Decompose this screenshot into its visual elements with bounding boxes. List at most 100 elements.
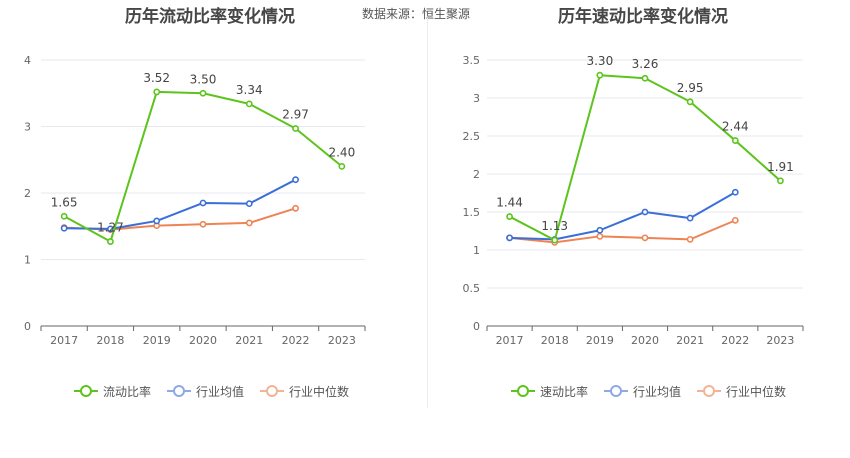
data-label: 1.91 [767, 160, 794, 174]
y-tick-label: 0.5 [463, 282, 481, 295]
data-point [731, 137, 739, 144]
data-point [506, 213, 513, 220]
legend-label: 行业中位数 [726, 384, 787, 399]
data-label: 3.50 [190, 72, 217, 86]
data-source-value: 恒生聚源 [422, 7, 471, 21]
x-tick-label: 2021 [676, 334, 704, 347]
data-point [777, 177, 784, 185]
data-point [596, 226, 604, 234]
data-point [199, 89, 207, 97]
x-tick-label: 2019 [143, 334, 171, 347]
current-ratio-chart: 0 1 2 3 4 2017 2018 2019 2020 2021 2022 2023 1.65 1.2… [24, 54, 366, 347]
series-line-2 [509, 219, 736, 244]
x-tick-label: 2020 [631, 334, 659, 347]
right-chart-title: 历年速动比率变化情况 [558, 7, 728, 27]
legend-label: 速动比率 [540, 384, 589, 399]
left-chart-title: 历年流动比率变化情况 [125, 7, 295, 27]
x-tick-label: 2023 [766, 334, 794, 347]
data-point [199, 220, 207, 228]
legend-label: 行业均值 [196, 384, 245, 399]
data-point [731, 216, 739, 224]
data-label: 3.52 [143, 71, 170, 85]
data-source-label: 数据来源： [362, 7, 423, 21]
y-tick-label: 2.5 [463, 130, 481, 143]
data-label: 1.13 [541, 219, 568, 233]
legend-line-marker-icon [260, 384, 285, 398]
series-line-1 [509, 191, 736, 241]
x-tick-label: 2017 [50, 334, 78, 347]
data-point [506, 234, 513, 242]
data-point [60, 224, 68, 232]
data-label: 1.65 [51, 195, 78, 209]
y-tick-label: 3.5 [463, 54, 481, 67]
legend-item[interactable]: 行业均值 [167, 383, 244, 400]
data-label: 2.44 [722, 120, 749, 134]
data-point [596, 232, 604, 240]
data-point [551, 236, 559, 244]
panel-divider [427, 18, 428, 408]
legend-line-marker-icon [604, 384, 629, 398]
legend-label: 行业中位数 [289, 384, 350, 399]
data-point [107, 225, 114, 233]
x-tick-label: 2021 [235, 334, 263, 347]
legend-item[interactable]: 速动比率 [511, 383, 588, 400]
data-point [245, 219, 253, 227]
y-tick-label: 1.5 [463, 206, 481, 219]
y-tick-label: 1 [473, 244, 480, 257]
data-point [641, 208, 649, 216]
left-chart-legend: 流动比率 行业均值 行业中位数 [74, 382, 365, 400]
data-point [292, 204, 299, 212]
legend-line-marker-icon [167, 384, 192, 398]
data-point [641, 234, 649, 242]
data-label: 1.44 [496, 196, 523, 210]
data-point [245, 200, 253, 208]
data-label: 3.26 [632, 57, 659, 71]
data-point [153, 217, 161, 225]
x-tick-label: 2019 [586, 334, 614, 347]
x-tick-label: 2022 [721, 334, 749, 347]
x-tick-label: 2017 [496, 334, 524, 347]
legend-item[interactable]: 行业中位数 [260, 383, 349, 400]
y-tick-label: 0 [24, 320, 31, 333]
data-label: 2.97 [282, 107, 309, 121]
legend-line-marker-icon [511, 384, 535, 398]
data-point [596, 71, 604, 79]
data-point [107, 238, 114, 245]
x-tick-label: 2018 [96, 334, 124, 347]
right-chart-legend: 速动比率 行业均值 行业中位数 [511, 382, 802, 400]
legend-line-marker-icon [697, 384, 722, 398]
data-label: 2.95 [677, 81, 704, 95]
data-point [292, 176, 299, 184]
legend-label: 流动比率 [103, 384, 152, 399]
data-label: 1.27 [97, 221, 124, 235]
data-label: 3.30 [586, 54, 613, 68]
y-tick-label: 2 [473, 168, 480, 181]
y-tick-label: 4 [24, 54, 31, 67]
x-tick-label: 2018 [541, 334, 569, 347]
x-tick-label: 2023 [328, 334, 356, 347]
data-point [292, 125, 299, 132]
data-source: 数据来源：恒生聚源 [362, 5, 470, 22]
data-point [641, 74, 649, 82]
y-tick-label: 2 [24, 187, 31, 200]
legend-item[interactable]: 行业中位数 [697, 383, 786, 400]
y-tick-label: 3 [24, 121, 31, 134]
data-point [60, 212, 68, 220]
data-point [686, 235, 694, 243]
legend-item[interactable]: 流动比率 [74, 383, 151, 400]
data-point [153, 88, 161, 96]
x-tick-label: 2020 [189, 334, 217, 347]
y-tick-label: 3 [473, 92, 480, 105]
y-tick-label: 1 [24, 254, 31, 267]
legend-item[interactable]: 行业均值 [604, 383, 681, 400]
legend-label: 行业均值 [633, 384, 682, 399]
data-point [686, 98, 694, 106]
data-point [731, 188, 739, 196]
data-label: 2.40 [328, 145, 355, 159]
data-point [245, 100, 253, 108]
x-tick-label: 2022 [282, 334, 310, 347]
y-tick-label: 0 [473, 320, 480, 333]
legend-line-marker-icon [74, 384, 98, 398]
series-line-1 [64, 178, 297, 230]
